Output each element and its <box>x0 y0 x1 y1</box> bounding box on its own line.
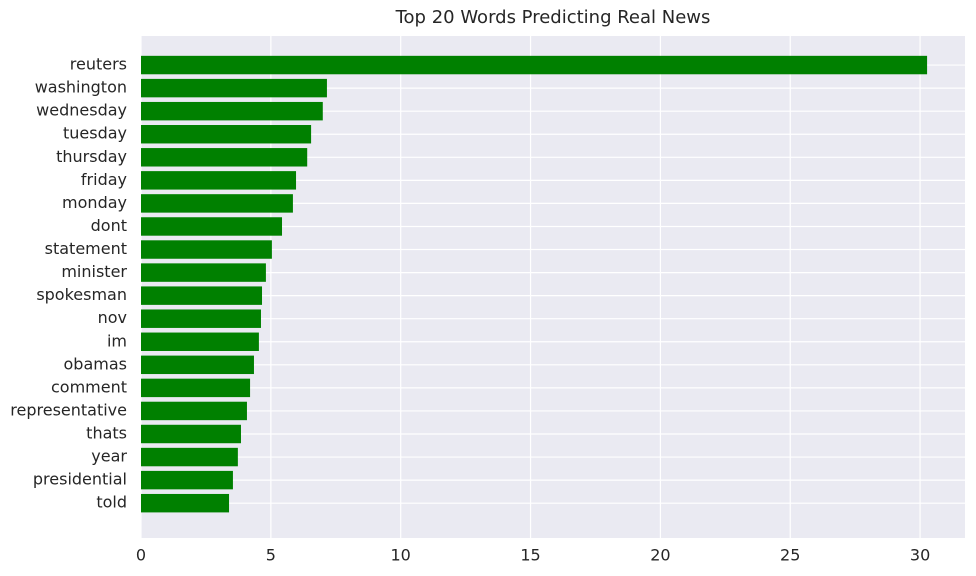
x-tick-label: 10 <box>391 546 411 565</box>
y-tick-label: reuters <box>70 55 127 74</box>
y-tick-label: friday <box>81 170 127 189</box>
y-tick-label: im <box>107 331 127 350</box>
bar <box>141 401 247 421</box>
bar <box>141 194 293 213</box>
bar <box>141 286 263 305</box>
y-tick-label: obamas <box>64 354 127 373</box>
y-tick-label: minister <box>61 262 127 281</box>
y-tick-label: thursday <box>56 147 127 166</box>
bar <box>141 332 259 351</box>
bar <box>141 470 233 490</box>
bar <box>141 78 327 98</box>
bar <box>141 148 308 167</box>
y-tick-label: monday <box>62 193 127 212</box>
y-tick-label: statement <box>45 239 127 258</box>
y-tick-label: spokesman <box>36 285 127 304</box>
x-tick-label: 20 <box>650 546 670 565</box>
bar <box>141 263 266 282</box>
x-tick-label: 25 <box>780 546 800 565</box>
bar <box>141 309 261 328</box>
x-tick-label: 5 <box>266 546 276 565</box>
bar <box>141 493 230 513</box>
bar <box>141 355 254 375</box>
bar <box>141 125 312 144</box>
x-tick-label: 30 <box>910 546 930 565</box>
bar <box>141 378 251 398</box>
bar <box>141 424 241 444</box>
y-tick-label: washington <box>35 78 127 97</box>
y-tick-label: told <box>96 493 127 512</box>
x-tick-label: 0 <box>136 546 146 565</box>
y-tick-label: nov <box>98 308 127 327</box>
bar <box>141 101 323 121</box>
bar <box>141 240 272 259</box>
y-tick-label: year <box>91 447 127 466</box>
chart-title: Top 20 Words Predicting Real News <box>395 7 711 28</box>
y-tick-label: representative <box>10 400 127 419</box>
y-tick-label: thats <box>86 424 127 443</box>
y-tick-label: tuesday <box>63 124 127 143</box>
bar <box>141 217 283 236</box>
y-tick-label: dont <box>91 216 127 235</box>
bar <box>141 447 238 467</box>
y-tick-label: presidential <box>33 470 127 489</box>
bar <box>141 55 928 75</box>
bar <box>141 171 297 190</box>
y-tick-label: comment <box>51 377 127 396</box>
y-tick-label: wednesday <box>36 101 127 120</box>
x-tick-label: 15 <box>520 546 540 565</box>
